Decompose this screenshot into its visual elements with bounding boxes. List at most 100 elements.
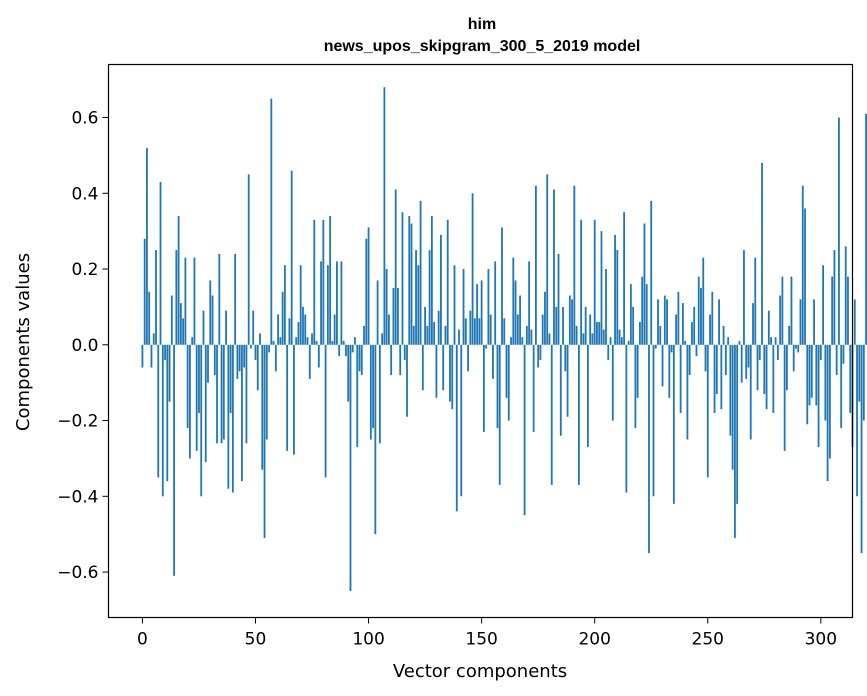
bar-92 <box>349 344 352 591</box>
bar-195 <box>582 333 585 345</box>
bar-140 <box>458 329 460 345</box>
bar-261 <box>731 344 734 470</box>
y-axis-ticks: −0.6 −0.4 −0.2 0.0 0.2 0.4 0.6 <box>57 109 109 583</box>
bar-70 <box>299 265 302 345</box>
bar-251 <box>709 314 711 345</box>
chart-title-line-2: news_upos_skipgram_300_5_2019 model <box>324 38 641 55</box>
y-tick-label: 0.2 <box>71 260 98 280</box>
bar-222 <box>643 223 646 345</box>
bar-308 <box>838 117 840 345</box>
bar-127 <box>428 250 431 345</box>
bar-229 <box>659 325 662 345</box>
bar-307 <box>835 344 838 376</box>
bar-193 <box>577 344 580 485</box>
bar-71 <box>302 306 304 345</box>
bar-19 <box>184 257 187 345</box>
bar-302 <box>824 344 827 421</box>
bar-253 <box>713 344 716 413</box>
bar-79 <box>320 261 322 345</box>
bar-16 <box>177 216 180 345</box>
bar-172 <box>530 329 533 345</box>
bar-260 <box>729 344 732 436</box>
bar-68 <box>295 337 298 345</box>
bar-82 <box>326 265 329 345</box>
bar-160 <box>503 318 506 345</box>
bar-23 <box>193 257 196 345</box>
bar-200 <box>593 219 596 345</box>
bar-208 <box>611 344 614 421</box>
bar-170 <box>525 325 528 345</box>
bar-57 <box>270 98 273 345</box>
bar-233 <box>668 344 671 398</box>
bar-55 <box>265 344 268 440</box>
bar-146 <box>471 193 474 345</box>
bar-83 <box>329 216 332 345</box>
bar-109 <box>388 314 390 345</box>
bar-227 <box>654 344 657 349</box>
bar-196 <box>584 306 587 345</box>
bar-25 <box>198 344 200 413</box>
bar-154 <box>489 314 492 345</box>
bar-247 <box>700 287 702 345</box>
bar-97 <box>360 344 363 376</box>
bar-47 <box>247 174 250 345</box>
bar-225 <box>650 200 653 345</box>
x-tick-label: 300 <box>805 630 837 650</box>
bar-75 <box>311 333 313 345</box>
x-tick-label: 250 <box>692 630 724 650</box>
bar-134 <box>444 325 447 345</box>
bar-52 <box>259 333 261 345</box>
bar-245 <box>695 344 698 357</box>
bar-228 <box>657 299 659 345</box>
bar-129 <box>433 322 436 345</box>
bar-182 <box>553 189 555 345</box>
bar-115 <box>401 212 404 345</box>
bar-117 <box>406 344 408 417</box>
bar-17 <box>179 303 182 345</box>
bar-118 <box>408 216 411 345</box>
bar-274 <box>761 162 763 345</box>
bar-286 <box>788 325 791 345</box>
bar-153 <box>487 269 490 345</box>
bar-311 <box>844 246 847 345</box>
bar-145 <box>469 310 472 345</box>
bar-27 <box>202 310 205 345</box>
bar-88 <box>340 261 343 345</box>
y-tick-label: −0.6 <box>57 563 98 583</box>
bar-209 <box>614 234 616 345</box>
bar-35 <box>220 344 223 444</box>
bar-155 <box>492 344 494 379</box>
y-axis-label: Components values <box>13 253 34 431</box>
bar-50 <box>254 344 257 360</box>
y-tick-label: −0.2 <box>57 412 98 432</box>
bar-6 <box>155 250 157 345</box>
bar-171 <box>528 261 531 345</box>
bar-218 <box>634 344 637 429</box>
bar-236 <box>675 314 678 345</box>
bar-289 <box>795 344 797 349</box>
bar-46 <box>245 344 248 444</box>
bar-31 <box>211 295 214 345</box>
bar-304 <box>828 344 831 459</box>
bar-162 <box>507 344 510 421</box>
bar-264 <box>738 341 741 345</box>
bar-159 <box>501 227 503 345</box>
bar-74 <box>308 344 311 379</box>
bar-202 <box>598 322 601 345</box>
bar-7 <box>157 344 160 478</box>
bar-125 <box>424 306 426 345</box>
bar-66 <box>290 170 293 345</box>
bar-210 <box>616 250 619 345</box>
bar-266 <box>743 250 745 345</box>
bar-137 <box>451 344 454 410</box>
bar-315 <box>853 299 856 345</box>
bar-13 <box>170 295 173 345</box>
bar-150 <box>480 280 483 345</box>
bar-259 <box>727 337 730 345</box>
bar-295 <box>808 344 811 406</box>
bar-101 <box>369 344 372 440</box>
bar-90 <box>345 344 347 357</box>
bar-158 <box>498 344 501 485</box>
bar-49 <box>252 310 255 345</box>
bar-123 <box>419 200 422 345</box>
